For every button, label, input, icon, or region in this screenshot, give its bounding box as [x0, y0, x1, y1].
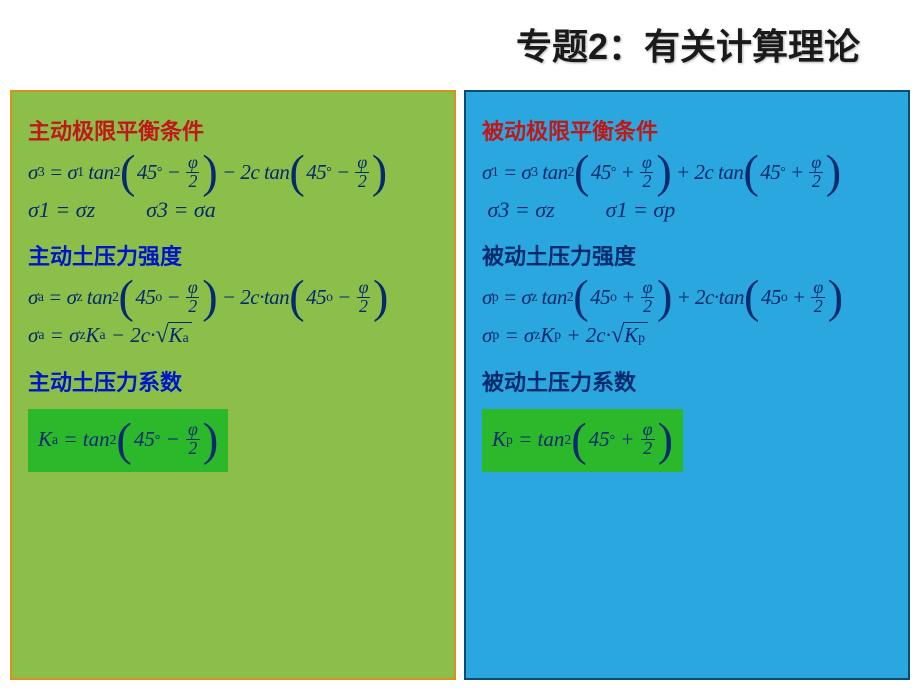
- panel-passive-earth-pressure: 被动极限平衡条件 1 = 3 tan2 45° + 2 + 2c tan 45°…: [464, 90, 910, 680]
- panels-container: 主动极限平衡条件 3 = 1 tan2 45° − 2 − 2c tan 45°…: [10, 90, 910, 680]
- eq-passive-intensity-1: p = z tan2 45o + 2 + 2c·tan 45o + 2: [482, 279, 896, 316]
- slide-title: 专题2：有关计算理论: [516, 18, 860, 70]
- heading-active-intensity: 主动土压力强度: [28, 239, 442, 271]
- heading-passive-coef: 被动土压力系数: [482, 365, 896, 397]
- heading-passive-limit: 被动极限平衡条件: [482, 114, 896, 146]
- heading-active-limit: 主动极限平衡条件: [28, 114, 442, 146]
- sigma-identities-passive: 3 = z 1 = p: [482, 197, 896, 223]
- heading-active-coef: 主动土压力系数: [28, 365, 442, 397]
- box-Ka: Ka = tan2 45° − 2: [28, 409, 228, 472]
- eq-passive-intensity-2: p = z Kp + 2c· Kp: [482, 321, 896, 349]
- sigma-identities-active: 1 = z 3 = a: [28, 197, 442, 223]
- eq-active-limit: 3 = 1 tan2 45° − 2 − 2c tan 45° − 2: [28, 154, 442, 191]
- box-Kp: Kp = tan2 45° + 2: [482, 409, 683, 472]
- eq-passive-limit: 1 = 3 tan2 45° + 2 + 2c tan 45° + 2: [482, 154, 896, 191]
- panel-active-earth-pressure: 主动极限平衡条件 3 = 1 tan2 45° − 2 − 2c tan 45°…: [10, 90, 456, 680]
- eq-active-intensity-2: a = z Ka − 2c· Ka: [28, 321, 442, 349]
- heading-passive-intensity: 被动土压力强度: [482, 239, 896, 271]
- eq-active-intensity-1: a = z tan2 45o − 2 − 2c·tan 45o − 2: [28, 279, 442, 316]
- eq-Kp: Kp = tan2 45° + 2: [492, 421, 673, 458]
- eq-Ka: Ka = tan2 45° − 2: [38, 421, 218, 458]
